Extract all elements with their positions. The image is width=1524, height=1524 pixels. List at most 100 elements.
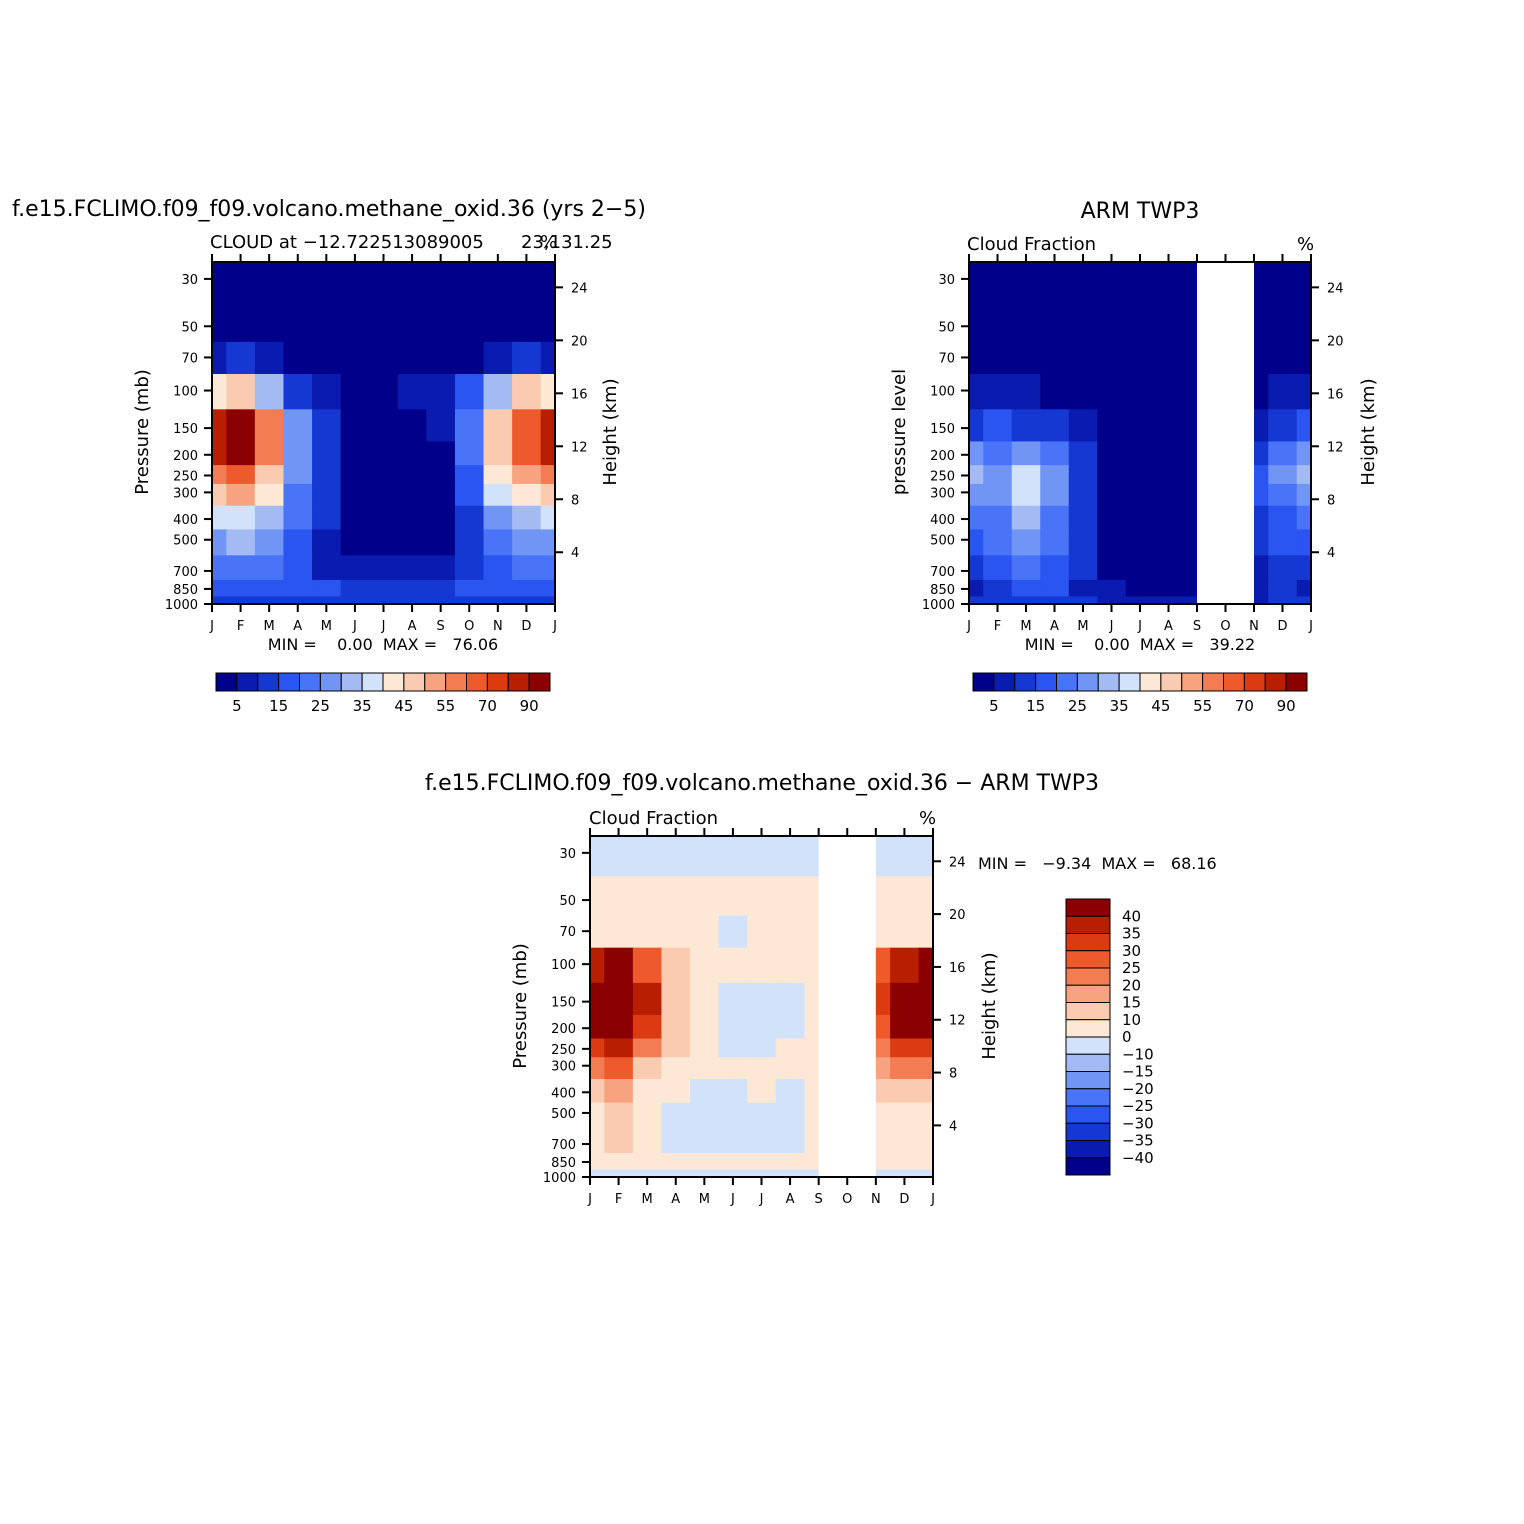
contour-cell bbox=[369, 555, 399, 581]
contour-cell bbox=[512, 341, 542, 375]
contour-cell bbox=[1296, 596, 1312, 605]
contour-cell bbox=[918, 1014, 934, 1040]
y-tick-label: 150 bbox=[551, 996, 576, 1011]
y-tick-label: 30 bbox=[559, 847, 576, 862]
contour-cell bbox=[369, 302, 399, 343]
contour-cell bbox=[1068, 555, 1098, 581]
panel-obs: ARM TWP3 Cloud Fraction % pressure level… bbox=[889, 199, 1379, 715]
x-tick-label: F bbox=[994, 619, 1001, 634]
contour-cell bbox=[918, 1038, 934, 1058]
contour-cell bbox=[604, 915, 634, 949]
contour-cell bbox=[690, 1079, 720, 1104]
contour-cell bbox=[918, 1128, 934, 1154]
contour-cell bbox=[283, 596, 313, 605]
contour-cell bbox=[661, 1169, 691, 1178]
contour-field bbox=[969, 262, 1312, 605]
contour-cell bbox=[604, 876, 634, 917]
y-tick-label: 400 bbox=[930, 513, 955, 528]
contour-cell bbox=[775, 1014, 805, 1040]
colorbar-swatch bbox=[1065, 1140, 1111, 1159]
contour-cell bbox=[775, 876, 805, 917]
contour-cell bbox=[540, 483, 556, 507]
contour-cell bbox=[483, 505, 513, 530]
x-tick-label: M bbox=[264, 619, 275, 634]
contour-cell bbox=[454, 341, 485, 375]
contour-cell bbox=[661, 947, 691, 984]
y-tick-label: 150 bbox=[930, 422, 955, 437]
contour-cell bbox=[690, 1038, 720, 1058]
colorbar-swatch bbox=[1035, 672, 1057, 692]
contour-cell bbox=[747, 1014, 777, 1040]
min-max-label: MIN = 0.00 MAX = 39.22 bbox=[1025, 635, 1255, 654]
colorbar-label: −25 bbox=[1122, 1097, 1154, 1115]
contour-cell bbox=[1154, 302, 1184, 343]
contour-cell bbox=[426, 341, 456, 375]
colorbar-label: −10 bbox=[1122, 1045, 1154, 1063]
contour-cell bbox=[512, 579, 542, 598]
contour-cell bbox=[1268, 555, 1298, 581]
x-tick-label: F bbox=[237, 619, 244, 634]
contour-cell bbox=[512, 483, 542, 507]
y-right-tick-label: 12 bbox=[1327, 440, 1344, 455]
y-tick-label: 70 bbox=[938, 351, 955, 366]
contour-cell bbox=[254, 373, 285, 410]
colorbar-swatch bbox=[382, 672, 405, 692]
y-axis-right-label: Height (km) bbox=[979, 952, 1000, 1059]
contour-cell bbox=[483, 555, 513, 581]
contour-cell bbox=[1125, 341, 1155, 375]
contour-field bbox=[590, 836, 934, 1178]
contour-cell bbox=[890, 836, 920, 878]
contour-cell bbox=[918, 836, 934, 878]
contour-cell bbox=[890, 1169, 920, 1178]
contour-cell bbox=[369, 529, 399, 556]
contour-cell bbox=[690, 1153, 720, 1171]
contour-cell bbox=[718, 947, 748, 984]
y-tick-label: 700 bbox=[930, 565, 955, 580]
contour-cell bbox=[1154, 409, 1184, 443]
contour-cell bbox=[1125, 505, 1155, 530]
contour-cell bbox=[426, 465, 456, 485]
contour-cell bbox=[718, 1014, 748, 1040]
contour-cell bbox=[254, 596, 285, 605]
contour-cell bbox=[1125, 409, 1155, 443]
y-tick-label: 100 bbox=[551, 958, 576, 973]
x-tick-label: J bbox=[352, 619, 357, 634]
contour-cell bbox=[483, 409, 513, 443]
contour-cell bbox=[340, 596, 370, 605]
colorbar-swatch bbox=[340, 672, 363, 692]
contour-cell bbox=[969, 302, 984, 343]
contour-cell bbox=[254, 441, 285, 466]
contour-cell bbox=[590, 1153, 605, 1171]
contour-cell bbox=[918, 876, 934, 917]
x-tick-label: A bbox=[408, 619, 417, 634]
y-right-tick-label: 4 bbox=[949, 1119, 957, 1134]
y-tick-label: 250 bbox=[551, 1043, 576, 1058]
y-tick-label: 50 bbox=[181, 320, 198, 335]
contour-cell bbox=[1239, 596, 1269, 605]
contour-cell bbox=[1125, 302, 1155, 343]
contour-cell bbox=[890, 876, 920, 917]
colorbar-swatch bbox=[1243, 672, 1266, 692]
contour-cell bbox=[454, 441, 485, 466]
y-tick-label: 50 bbox=[938, 320, 955, 335]
contour-cell bbox=[1011, 596, 1041, 605]
colorbar-label: 15 bbox=[1122, 994, 1141, 1012]
y-tick-label: 100 bbox=[173, 385, 198, 400]
contour-cell bbox=[1011, 373, 1041, 410]
contour-cell bbox=[747, 876, 777, 917]
colorbar-label: 35 bbox=[1110, 697, 1129, 715]
contour-cell bbox=[890, 915, 920, 949]
y-tick-label: 70 bbox=[181, 351, 198, 366]
contour-cell bbox=[590, 1169, 605, 1178]
colorbar-swatch bbox=[1118, 672, 1141, 692]
contour-cell bbox=[718, 876, 748, 917]
contour-cell bbox=[283, 302, 313, 343]
contour-cell bbox=[718, 1153, 748, 1171]
left-string: Cloud Fraction bbox=[967, 234, 1096, 255]
contour-cell bbox=[312, 409, 342, 443]
x-tick-label: J bbox=[209, 619, 214, 634]
contour-cell bbox=[890, 1079, 920, 1104]
contour-cell bbox=[890, 947, 920, 984]
contour-cell bbox=[397, 373, 427, 410]
contour-cell bbox=[454, 555, 485, 581]
